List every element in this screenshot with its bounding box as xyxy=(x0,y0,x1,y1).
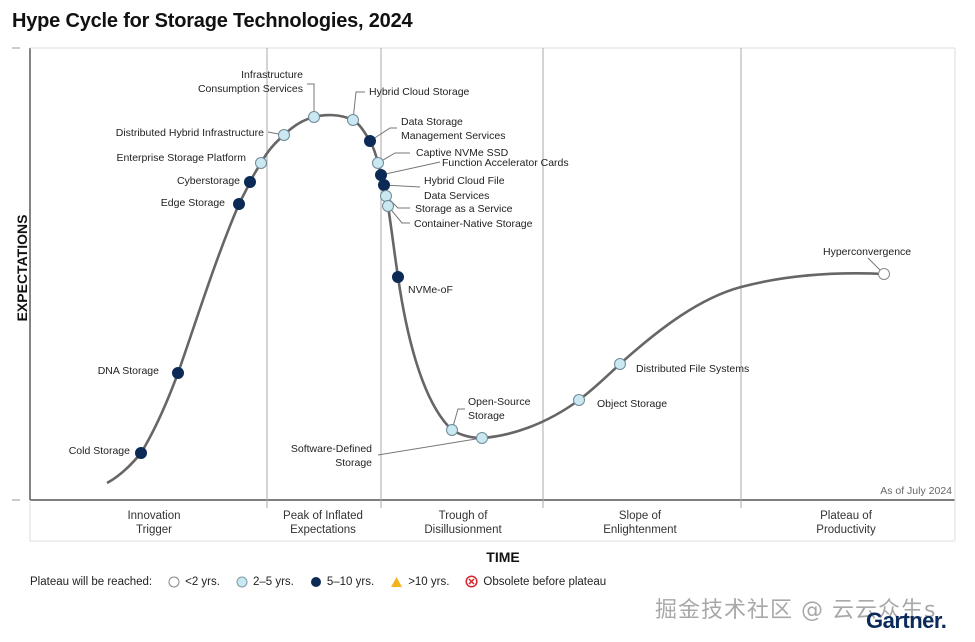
phase-label-1b: Trigger xyxy=(136,524,172,536)
leader-hcs xyxy=(352,91,365,121)
label-dna-storage: DNA Storage xyxy=(98,365,159,377)
label-sds-line2: Storage xyxy=(335,457,372,469)
legend-dark-circle-icon xyxy=(310,576,321,587)
label-sds-line1: Software-Defined xyxy=(291,443,372,455)
label-dsm-line2: Management Services xyxy=(401,130,505,142)
label-ics-line1: Infrastructure xyxy=(241,69,303,81)
marker-function-accelerator-cards[interactable] xyxy=(375,169,387,181)
phase-dividers xyxy=(266,48,742,508)
legend-light-circle-icon xyxy=(236,576,248,587)
leader-oss xyxy=(451,408,465,431)
legend-label-2to5: 2–5 yrs. xyxy=(252,575,294,588)
phase-label-2a: Peak of Inflated xyxy=(283,510,363,522)
marker-distributed-hybrid-infrastructure[interactable] xyxy=(278,129,290,141)
marker-hybrid-cloud-file-data-services[interactable] xyxy=(378,179,390,191)
y-axis-title: EXPECTATIONS xyxy=(14,215,30,322)
phase-label-5a: Plateau of xyxy=(820,510,873,522)
legend-item-lt2: <2 yrs. xyxy=(168,576,220,588)
label-container-native-storage: Container-Native Storage xyxy=(414,218,533,230)
label-hcf-line2: Data Services xyxy=(424,190,489,202)
gartner-logo: Gartner. xyxy=(866,608,947,633)
legend-title: Plateau will be reached: xyxy=(30,575,153,588)
leader-hcf xyxy=(383,184,421,188)
legend-open-circle-icon xyxy=(168,576,180,587)
marker-container-native-storage[interactable] xyxy=(382,200,394,212)
hype-curve xyxy=(106,113,885,485)
label-object-storage: Object Storage xyxy=(597,398,667,410)
legend-obsolete-x-icon xyxy=(465,575,478,588)
phase-label-2b: Expectations xyxy=(290,524,356,536)
marker-distributed-file-systems[interactable] xyxy=(614,358,626,370)
marker-hybrid-cloud-storage[interactable] xyxy=(347,114,359,126)
leader-fac xyxy=(380,161,441,176)
label-hybrid-cloud-storage: Hybrid Cloud Storage xyxy=(369,86,470,98)
label-function-accelerator-cards: Function Accelerator Cards xyxy=(442,157,569,169)
point-labels: Cold Storage DNA Storage Edge Storage Cy… xyxy=(69,69,912,469)
label-oss-line2: Storage xyxy=(468,410,505,422)
marker-captive-nvme-ssd[interactable] xyxy=(372,157,384,169)
label-storage-as-a-service: Storage as a Service xyxy=(415,203,513,215)
watermark-text: 掘金技术社区 @ 云云众生s xyxy=(655,598,937,623)
label-enterprise-storage-platform: Enterprise Storage Platform xyxy=(116,152,246,164)
phase-label-3b: Disillusionment xyxy=(424,524,502,536)
marker-enterprise-storage-platform[interactable] xyxy=(255,157,267,169)
marker-hyperconvergence[interactable] xyxy=(878,268,890,280)
label-captive-nvme-ssd: Captive NVMe SSD xyxy=(416,147,509,159)
phase-labels: Innovation Trigger Peak of Inflated Expe… xyxy=(127,510,876,536)
marker-infrastructure-consumption-services[interactable] xyxy=(308,111,320,123)
label-distributed-file-systems: Distributed File Systems xyxy=(636,363,749,375)
label-dsm-line1: Data Storage xyxy=(401,116,463,128)
legend-item-5to10: 5–10 yrs. xyxy=(310,576,374,588)
label-oss-line1: Open-Source xyxy=(468,396,531,408)
marker-data-storage-management-services[interactable] xyxy=(364,135,376,147)
legend-item-obsolete: Obsolete before plateau xyxy=(465,575,606,588)
marker-cold-storage[interactable] xyxy=(135,447,147,459)
phase-label-3a: Trough of xyxy=(439,510,489,522)
marker-storage-as-a-service[interactable] xyxy=(380,190,392,202)
leader-lines xyxy=(267,83,885,456)
as-of-annotation: As of July 2024 xyxy=(880,485,952,497)
marker-software-defined-storage[interactable] xyxy=(476,432,488,444)
label-hyperconvergence: Hyperconvergence xyxy=(823,246,911,258)
phase-label-5b: Productivity xyxy=(816,524,876,536)
label-cold-storage: Cold Storage xyxy=(69,445,130,457)
marker-nvme-of[interactable] xyxy=(392,271,404,283)
marker-edge-storage[interactable] xyxy=(233,198,245,210)
technology-markers xyxy=(135,111,890,459)
label-distributed-hybrid-infrastructure: Distributed Hybrid Infrastructure xyxy=(116,127,264,139)
label-ics-line2: Consumption Services xyxy=(198,83,303,95)
legend-label-obsolete: Obsolete before plateau xyxy=(483,575,607,588)
legend-triangle-icon xyxy=(391,576,403,587)
legend-label-5to10: 5–10 yrs. xyxy=(326,575,375,588)
leader-ics xyxy=(307,83,315,117)
marker-open-source-storage[interactable] xyxy=(446,424,458,436)
legend-item-2to5: 2–5 yrs. xyxy=(236,576,294,588)
phase-label-4b: Enlightenment xyxy=(603,524,677,536)
legend-label-lt2: <2 yrs. xyxy=(185,575,220,588)
marker-object-storage[interactable] xyxy=(573,394,585,406)
legend-item-gt10: >10 yrs. xyxy=(390,576,449,588)
phase-label-1a: Innovation xyxy=(127,510,180,522)
x-axis-title: TIME xyxy=(486,549,519,565)
leader-cns xyxy=(387,205,410,224)
leader-dsm xyxy=(369,127,397,142)
chart-title: Hype Cycle for Storage Technologies, 202… xyxy=(12,10,413,32)
label-edge-storage: Edge Storage xyxy=(161,197,225,209)
leader-nvme xyxy=(377,152,410,164)
marker-cyberstorage[interactable] xyxy=(244,176,256,188)
phase-label-4a: Slope of xyxy=(619,510,662,522)
label-hcf-line1: Hybrid Cloud File xyxy=(424,175,505,187)
label-cyberstorage: Cyberstorage xyxy=(177,175,240,187)
leader-sds xyxy=(377,437,483,456)
marker-dna-storage[interactable] xyxy=(172,367,184,379)
legend-label-gt10: >10 yrs. xyxy=(408,575,450,588)
label-nvme-of: NVMe-oF xyxy=(408,284,453,296)
legend: Plateau will be reached: <2 yrs. 2–5 yrs… xyxy=(30,575,606,588)
